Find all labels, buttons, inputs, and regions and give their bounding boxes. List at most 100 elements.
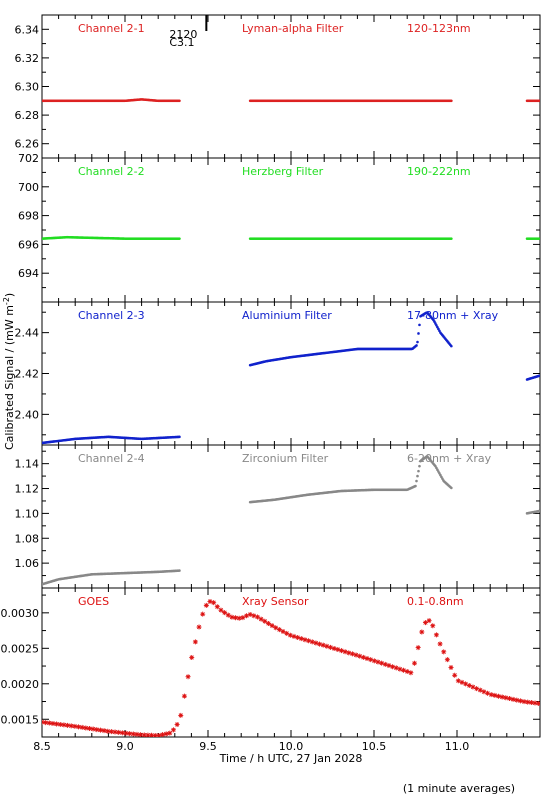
data-point (422, 620, 428, 626)
data-point (130, 731, 136, 737)
footnote: (1 minute averages) (403, 782, 515, 795)
filter-label: Zirconium Filter (242, 452, 329, 465)
data-point (192, 639, 198, 645)
data-point (170, 727, 176, 733)
data-point (313, 640, 319, 646)
channel-label: Channel 2-4 (78, 452, 145, 465)
y-tick-label: 698 (18, 210, 39, 223)
data-point (379, 660, 385, 666)
data-point (46, 720, 52, 726)
x-tick-label: 10.0 (279, 740, 304, 753)
data-point (123, 730, 129, 736)
y-tick-label: 2.44 (15, 327, 40, 340)
data-point (317, 641, 323, 647)
band-label: 120-123nm (407, 22, 471, 35)
data-point (174, 722, 180, 728)
data-point (138, 732, 144, 737)
band-label: 17-80nm + Xray (407, 309, 499, 322)
series-points (42, 455, 540, 586)
y-tick-label: 694 (18, 267, 39, 280)
data-point (54, 721, 60, 727)
data-point (441, 649, 447, 655)
data-point (295, 635, 301, 641)
event-marker-label-top: 2120 (169, 28, 197, 41)
data-point (244, 613, 250, 619)
data-point (477, 687, 483, 693)
data-point (160, 732, 166, 737)
filter-label: Herzberg Filter (242, 165, 324, 178)
data-point (357, 653, 363, 659)
x-axis-label: Time / h UTC, 27 Jan 2028 (219, 752, 363, 765)
data-point (101, 728, 107, 734)
data-point (415, 344, 418, 347)
y-tick-label: 0.0020 (1, 678, 40, 691)
panel-frame (41, 301, 541, 446)
data-point (397, 666, 403, 672)
x-tick-label: 9.0 (116, 740, 134, 753)
filter-label: Lyman-alpha Filter (242, 22, 344, 35)
data-point (178, 435, 181, 439)
data-point (328, 644, 334, 650)
data-point (233, 615, 239, 621)
data-point (141, 732, 147, 737)
panel-frame (41, 157, 541, 303)
series-points (42, 598, 540, 737)
data-point (450, 99, 453, 103)
data-point (485, 690, 491, 696)
data-point (225, 612, 231, 618)
data-point (105, 728, 111, 734)
data-point (251, 613, 257, 619)
data-point (537, 237, 540, 240)
data-point (90, 726, 96, 732)
data-point (360, 654, 366, 660)
data-point (306, 638, 312, 644)
data-point (119, 730, 125, 736)
data-point (510, 696, 516, 702)
data-point (492, 692, 498, 698)
panel-2: 694 696 698 700 702 Channel 2-2 Herzberg Filte… (18, 152, 541, 303)
filter-label: Aluminium Filter (242, 309, 332, 322)
data-point (390, 664, 396, 670)
data-point (181, 693, 187, 699)
data-point (532, 700, 538, 706)
data-point (466, 682, 472, 688)
data-point (324, 643, 330, 649)
data-point (207, 598, 213, 604)
data-point (218, 607, 224, 613)
data-point (496, 693, 501, 699)
data-point (416, 474, 419, 478)
y-axis-label-main: Calibrated Signal / (mW m (3, 305, 16, 450)
data-point (430, 623, 436, 629)
series-points (42, 311, 540, 445)
data-point (284, 630, 290, 636)
data-point (61, 722, 67, 728)
data-point (65, 722, 71, 728)
y-tick-label: 1.06 (15, 557, 40, 570)
y-tick-label: 0.0030 (1, 607, 40, 620)
data-point (200, 611, 206, 617)
x-tick-label: 8.5 (33, 740, 51, 753)
band-label: 190-222nm (407, 165, 471, 178)
data-point (116, 729, 122, 735)
data-point (463, 681, 469, 687)
band-label: 0.1-0.8nm (407, 595, 464, 608)
data-point (537, 99, 540, 103)
event-marker: 2120 C3.1 (169, 15, 208, 49)
data-point (368, 657, 374, 663)
series-points (42, 98, 540, 103)
data-point (415, 645, 421, 651)
y-tick-label: 6.26 (15, 138, 40, 151)
data-point (419, 629, 425, 635)
event-marker-label-bottom: C3.1 (169, 36, 194, 49)
data-point (309, 639, 315, 645)
data-point (163, 731, 169, 737)
y-tick-label: 6.34 (15, 23, 40, 36)
data-point (273, 625, 279, 631)
data-point (287, 632, 293, 638)
data-point (416, 340, 419, 344)
data-point (189, 655, 195, 661)
x-tick-label: 9.5 (199, 740, 217, 753)
data-point (229, 614, 235, 620)
y-tick-label: 702 (18, 152, 39, 165)
data-point (450, 486, 453, 490)
